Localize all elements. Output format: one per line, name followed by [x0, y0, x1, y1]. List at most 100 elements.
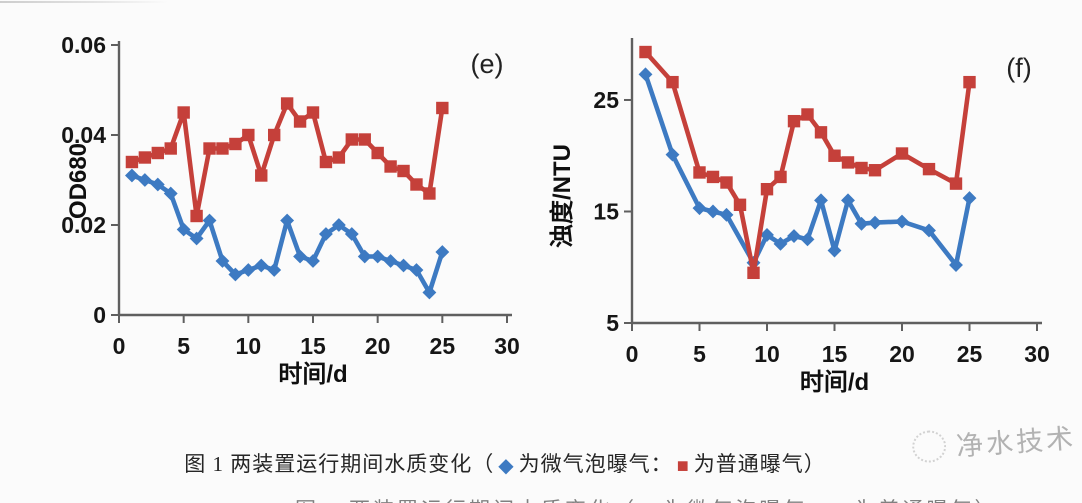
- cropped-square-icon: ■: [835, 501, 850, 503]
- marker-diamond: [344, 227, 359, 241]
- marker-square: [895, 147, 909, 160]
- x-tick-label: 5: [177, 333, 190, 359]
- caption-normal-label: 为普通曝气）: [693, 452, 826, 476]
- y-axis-label: 浊度/NTU: [548, 144, 576, 248]
- x-tick-label: 15: [300, 333, 326, 359]
- y-tick-label: 0.06: [61, 32, 106, 58]
- marker-square: [125, 155, 139, 169]
- marker-diamond: [331, 218, 346, 232]
- marker-square: [922, 162, 936, 176]
- marker-square: [345, 133, 358, 146]
- marker-diamond: [665, 147, 680, 162]
- series-line-diamond: [129, 173, 445, 295]
- marker-square: [814, 126, 828, 139]
- marker-square: [216, 142, 229, 155]
- marker-diamond: [706, 204, 720, 219]
- marker-diamond: [267, 263, 282, 277]
- marker-diamond: [163, 186, 178, 201]
- marker-diamond: [787, 229, 801, 243]
- marker-square: [306, 106, 320, 119]
- marker-diamond: [868, 215, 882, 230]
- marker-square: [828, 149, 841, 162]
- marker-diamond: [719, 207, 734, 222]
- marker-square: [666, 75, 679, 89]
- marker-square: [164, 142, 177, 155]
- y-tick-label: 5: [606, 310, 619, 336]
- figure-caption: 图 1 两装置运行期间水质变化（ ◆ 为微气泡曝气： ■ 为普通曝气）: [0, 448, 1010, 478]
- marker-square: [332, 151, 346, 164]
- marker-diamond: [895, 214, 909, 229]
- panel-label: (e): [471, 49, 504, 79]
- watermark-text: 净水技术: [955, 423, 1078, 462]
- x-tick-label: 25: [957, 341, 983, 367]
- marker-diamond: [125, 168, 139, 183]
- top-edge-line: [0, 1, 168, 3]
- marker-square: [841, 156, 855, 169]
- marker-square: [268, 128, 281, 142]
- marker-square: [203, 142, 216, 155]
- y-tick-label: 0: [93, 302, 106, 328]
- marker-diamond: [409, 263, 424, 277]
- x-tick-label: 10: [236, 333, 262, 359]
- marker-diamond: [319, 227, 333, 241]
- marker-diamond: [854, 216, 869, 231]
- marker-diamond: [773, 236, 788, 251]
- y-axis-label: OD680: [65, 143, 92, 219]
- marker-square: [733, 198, 747, 212]
- x-tick-label: 15: [822, 341, 848, 367]
- marker-diamond: [306, 254, 320, 268]
- cropped-caption-text: 图 1 两装置运行期间水质变化（: [295, 498, 637, 503]
- marker-square: [319, 155, 333, 169]
- marker-diamond: [949, 258, 963, 272]
- marker-diamond: [396, 258, 411, 273]
- marker-square: [868, 164, 882, 177]
- marker-diamond: [189, 231, 204, 246]
- marker-square: [436, 101, 449, 115]
- marker-diamond: [638, 67, 653, 82]
- marker-diamond: [241, 263, 256, 277]
- marker-square: [371, 146, 384, 160]
- marker-diamond: [150, 177, 165, 192]
- x-tick-label: 0: [113, 333, 126, 359]
- marker-square: [229, 137, 242, 151]
- marker-diamond: [800, 232, 815, 247]
- marker-diamond: [422, 285, 437, 300]
- marker-diamond: [962, 191, 977, 206]
- caption-micro-label: 为微气泡曝气：: [518, 452, 673, 476]
- marker-diamond: [293, 249, 307, 264]
- marker-square: [384, 160, 397, 173]
- legend-square-icon: ■: [676, 455, 690, 477]
- marker-diamond: [280, 213, 295, 228]
- marker-square: [693, 166, 706, 179]
- caption-text: 图 1 两装置运行期间水质变化（: [184, 452, 495, 476]
- x-tick-label: 0: [626, 341, 639, 367]
- marker-square: [410, 178, 423, 191]
- y-tick-label: 25: [593, 87, 619, 113]
- marker-square: [787, 114, 801, 128]
- cropped-micro-label: 为微气泡曝气：: [663, 498, 831, 503]
- marker-square: [293, 115, 307, 128]
- marker-square: [747, 266, 760, 280]
- marker-diamond: [370, 249, 385, 264]
- panel-label: (f): [1006, 53, 1031, 83]
- cropped-caption-line: 图 1 两装置运行期间水质变化（ ◆ 为微气泡曝气： ■ 为普通曝气）: [295, 480, 1082, 503]
- marker-square: [855, 161, 868, 175]
- watermark-logo-icon: [911, 428, 948, 464]
- marker-diamond: [435, 245, 450, 259]
- x-tick-label: 5: [693, 341, 706, 367]
- x-tick-label: 10: [754, 341, 780, 367]
- x-tick-label: 30: [494, 333, 520, 359]
- x-tick-label: 20: [889, 341, 915, 367]
- marker-square: [358, 133, 371, 146]
- marker-diamond: [202, 213, 217, 228]
- cropped-normal-label: 为普通曝气）: [854, 498, 998, 503]
- marker-square: [801, 108, 814, 121]
- series-line-square: [129, 101, 445, 219]
- marker-diamond: [841, 193, 855, 208]
- marker-diamond: [176, 222, 191, 237]
- x-tick-label: 30: [1024, 341, 1050, 367]
- x-axis-label: 时间/d: [800, 369, 869, 396]
- marker-square: [242, 128, 255, 142]
